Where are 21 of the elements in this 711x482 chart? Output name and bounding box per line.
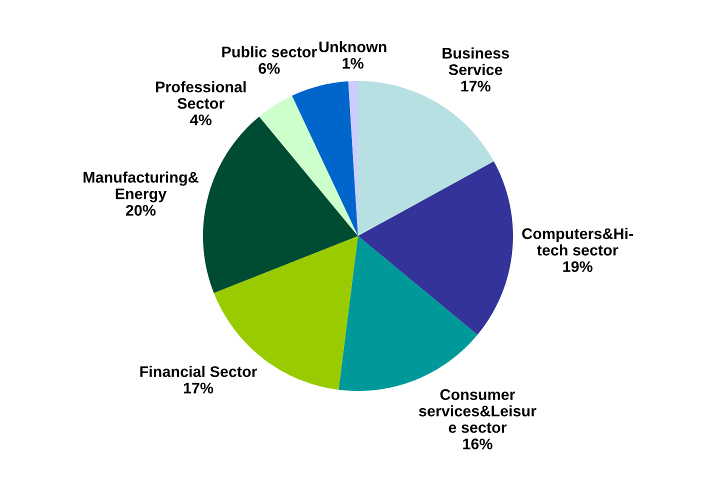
data-label: 4% [190, 114, 212, 126]
data-label: 20% [126, 204, 156, 216]
slice-label: Consumer services&Leisur e sector [419, 389, 536, 433]
pie-slice [292, 81, 358, 236]
data-label: 6% [258, 63, 280, 74]
slice-label: Manufacturing& Energy [84, 171, 198, 202]
data-label: 16% [463, 438, 492, 450]
pie-slice [259, 96, 358, 236]
pie-slice [358, 81, 494, 236]
data-label: 17% [461, 80, 490, 92]
data-label: 17% [184, 382, 214, 394]
data-label: 19% [563, 261, 592, 272]
slice-label: Financial Sector [140, 366, 258, 378]
pie-slice [338, 236, 478, 391]
slice-label: Public sector [222, 46, 317, 58]
slice-label: Professional Sector [156, 81, 246, 109]
slice-label: Computers&Hi- tech sector [522, 228, 633, 256]
data-label: 1% [342, 58, 364, 69]
pie-slice [358, 161, 513, 335]
slice-label: Business Service [442, 47, 509, 76]
slice-label: Unknown [319, 41, 386, 52]
